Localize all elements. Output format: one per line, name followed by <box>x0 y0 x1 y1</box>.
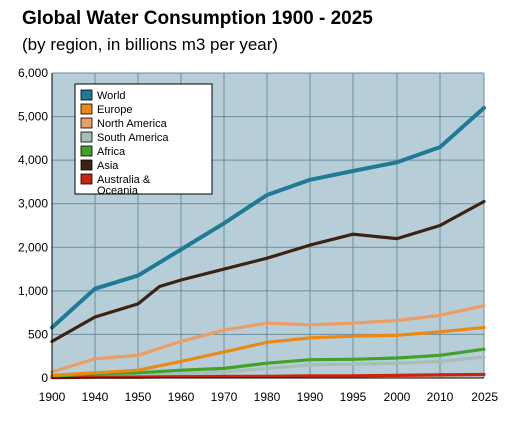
y-tick-label: 5,000 <box>18 110 48 124</box>
x-tick-label: 1960 <box>168 390 195 404</box>
series-line-africa <box>50 347 486 378</box>
y-tick-label: 6,000 <box>18 66 48 80</box>
x-tick-label: 1980 <box>254 390 281 404</box>
legend-swatch <box>80 103 93 115</box>
legend-label: North America <box>97 118 168 130</box>
y-axis-ticks: 0 500 1,000 2,000 3,000 4,000 5,000 6,000 <box>18 66 48 385</box>
legend-swatch <box>80 89 93 101</box>
y-tick-label: 2,000 <box>18 240 48 254</box>
legend-box <box>74 83 213 195</box>
series-layer <box>50 105 486 380</box>
x-tick-label: 2000 <box>384 390 411 404</box>
series-line-australia-oceania <box>50 372 486 380</box>
legend-swatch <box>80 145 93 157</box>
series-line-north-america <box>50 304 486 374</box>
x-tick-label: 1990 <box>297 390 324 404</box>
x-tick-label: 1970 <box>211 390 238 404</box>
legend-label: Africa <box>97 146 126 158</box>
legend-swatch <box>80 117 93 129</box>
x-tick-label: 1995 <box>340 390 367 404</box>
legend-label: Oceania <box>97 185 139 197</box>
chart-subtitle: (by region, in billions m3 per year) <box>22 35 279 54</box>
legend: World Europe North America South America Afr… <box>74 83 213 197</box>
x-tick-label: 2025 <box>471 390 498 404</box>
x-tick-label: 1900 <box>39 390 66 404</box>
legend-label: South America <box>97 132 169 144</box>
x-tick-label: 1940 <box>82 390 109 404</box>
y-tick-label: 1,000 <box>18 284 48 298</box>
y-tick-label: 4,000 <box>18 153 48 167</box>
x-axis-ticks: 1900 1940 1950 1960 1970 1980 1990 1995 2000 2010… <box>39 390 499 404</box>
legend-swatch <box>80 159 93 171</box>
x-tick-label: 1950 <box>125 390 152 404</box>
legend-label: Europe <box>97 104 132 116</box>
x-tick-label: 2010 <box>427 390 454 404</box>
y-tick-label: 500 <box>28 327 48 341</box>
chart-title: Global Water Consumption 1900 - 2025 <box>22 8 373 29</box>
y-tick-label: 3,000 <box>18 197 48 211</box>
legend-label: Asia <box>97 160 119 172</box>
legend-label: World <box>97 90 126 102</box>
y-tick-label: 0 <box>41 371 48 385</box>
legend-swatch <box>80 173 93 185</box>
legend-label: Australia & <box>97 174 151 186</box>
legend-swatch <box>80 131 93 143</box>
series-line-asia <box>50 199 486 343</box>
series-line-world <box>50 105 486 330</box>
series-line-europe <box>50 325 486 377</box>
